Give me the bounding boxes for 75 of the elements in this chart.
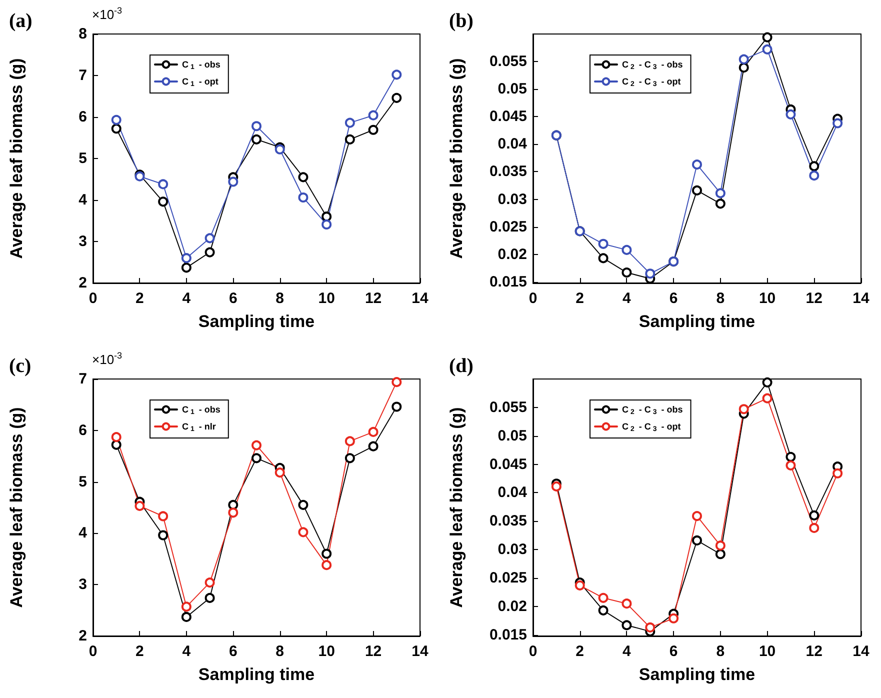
y-tick-label: 0.03 xyxy=(498,190,527,208)
y-tick-label: 0.025 xyxy=(489,570,527,587)
x-axis-title: Sampling time xyxy=(198,312,315,331)
y-tick-label: 4 xyxy=(78,192,88,208)
y-tick-label: 3 xyxy=(78,233,87,250)
x-tick-label: 12 xyxy=(364,643,382,660)
y-tick-label: 4 xyxy=(78,524,88,542)
x-tick-label: 2 xyxy=(136,290,144,307)
y-tick-label: 0.055 xyxy=(489,398,527,416)
x-tick-label: 10 xyxy=(318,643,335,660)
x-tick-label: 8 xyxy=(716,290,725,307)
x-tick-label: 10 xyxy=(758,290,776,307)
x-axis-title: Sampling time xyxy=(198,665,315,684)
y-tick-label: 0.015 xyxy=(489,626,527,644)
y-tick-label: 5 xyxy=(78,150,87,167)
y-tick-label: 2 xyxy=(78,628,87,644)
y-tick-label: 6 xyxy=(78,108,87,126)
y-tick-label: 0.025 xyxy=(489,218,527,236)
y-axis-title: Average leaf biomass (g) xyxy=(7,407,26,608)
y-tick-label: 0.035 xyxy=(489,163,527,180)
x-tick-label: 12 xyxy=(806,643,822,660)
x-tick-label: 0 xyxy=(528,643,538,660)
y-tick-label: 0.05 xyxy=(498,80,527,98)
x-tick-label: 4 xyxy=(622,290,632,307)
x-tick-label: 14 xyxy=(852,290,870,307)
y-tick-label: 2 xyxy=(78,274,87,292)
y-tick-label: 0.055 xyxy=(489,53,527,70)
x-tick-label: 2 xyxy=(576,643,584,660)
x-tick-label: 8 xyxy=(276,290,284,307)
chart-title: (d) xyxy=(449,355,474,377)
x-tick-label: 6 xyxy=(228,290,238,307)
y-tick-label: 0.02 xyxy=(498,246,527,263)
chart-title: (c) xyxy=(9,355,32,377)
x-tick-label: 10 xyxy=(318,290,335,307)
x-tick-label: 0 xyxy=(528,290,538,307)
y-tick-label: 6 xyxy=(78,422,87,439)
x-tick-label: 6 xyxy=(669,290,678,307)
y-tick-label: 0.045 xyxy=(489,108,527,126)
x-tick-label: 14 xyxy=(412,290,429,307)
y-tick-label: 7 xyxy=(78,370,87,388)
x-tick-label: 12 xyxy=(806,290,822,307)
chart-title: (a) xyxy=(9,10,32,32)
x-tick-label: 4 xyxy=(622,643,632,660)
y-tick-label: 0.035 xyxy=(489,512,527,530)
x-tick-label: 6 xyxy=(669,643,678,660)
y-tick-label: 3 xyxy=(78,576,87,594)
x-tick-label: 12 xyxy=(364,290,382,307)
y-tick-label: 8 xyxy=(78,26,87,42)
x-tick-label: 0 xyxy=(88,290,98,307)
x-tick-label: 10 xyxy=(758,643,776,660)
y-tick-label: 5 xyxy=(78,473,87,490)
x-tick-label: 8 xyxy=(276,643,284,660)
y-tick-label: 0.045 xyxy=(489,456,527,473)
x-tick-label: 8 xyxy=(716,643,725,660)
y-tick-label: 0.05 xyxy=(498,427,527,444)
x-tick-label: 4 xyxy=(182,290,192,307)
y-axis-title: Average leaf biomass (g) xyxy=(447,407,466,608)
y-tick-label: 0.04 xyxy=(498,484,528,502)
x-tick-label: 0 xyxy=(88,643,98,660)
x-tick-label: 6 xyxy=(228,643,238,660)
y-tick-label: 0.03 xyxy=(498,541,527,558)
y-tick-label: 0.02 xyxy=(498,598,527,615)
y-tick-label: 0.015 xyxy=(489,273,527,290)
y-axis-title: Average leaf biomass (g) xyxy=(447,58,466,259)
x-tick-label: 14 xyxy=(852,643,870,660)
x-tick-label: 2 xyxy=(136,643,144,660)
y-tick-label: 0.04 xyxy=(498,136,528,153)
x-tick-label: 14 xyxy=(412,643,429,660)
y-axis-title: Average leaf biomass (g) xyxy=(7,58,26,259)
x-tick-label: 4 xyxy=(182,643,192,660)
y-tick-label: 7 xyxy=(78,67,87,84)
x-axis-title: Sampling time xyxy=(638,665,756,684)
chart-title: (b) xyxy=(449,10,474,32)
x-axis-title: Sampling time xyxy=(638,312,756,331)
x-tick-label: 2 xyxy=(576,290,584,307)
